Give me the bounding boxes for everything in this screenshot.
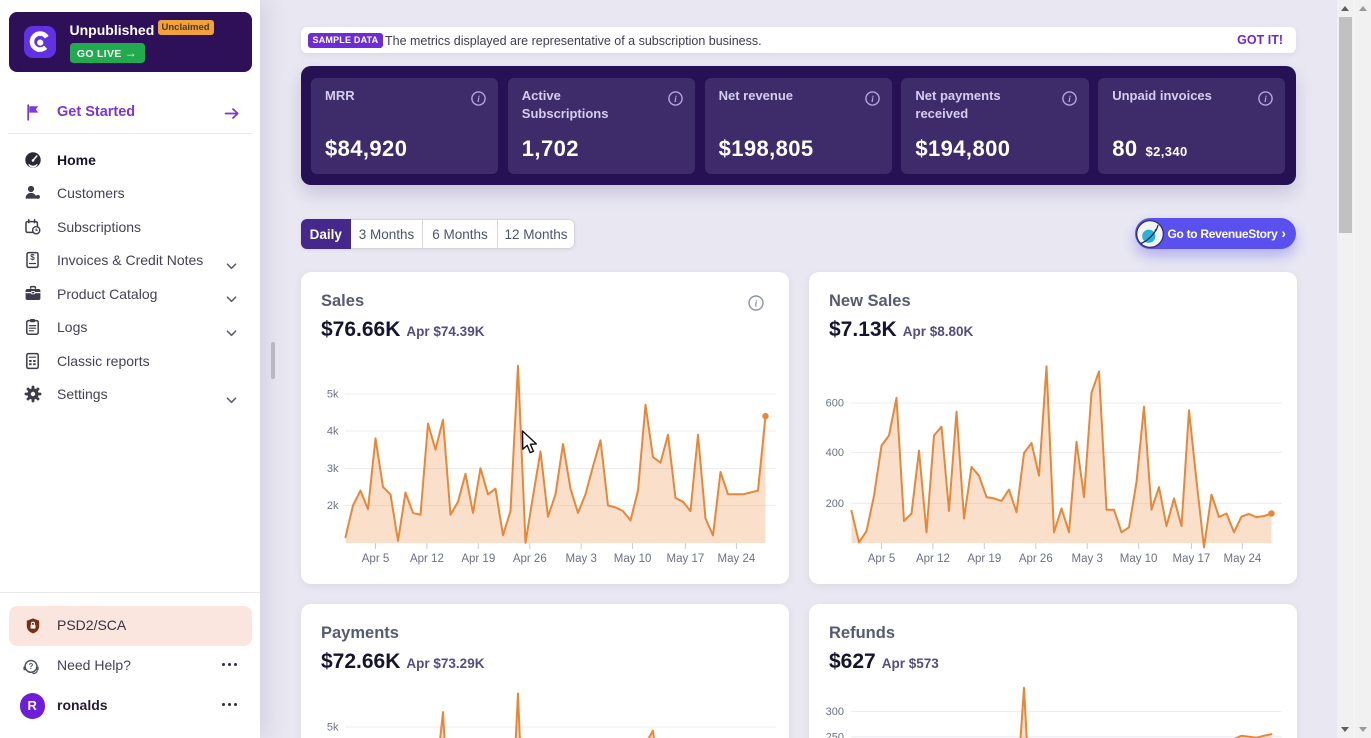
- svg-text:Apr 19: Apr 19: [461, 553, 495, 565]
- svg-text:May 24: May 24: [717, 553, 755, 565]
- svg-text:i: i: [754, 300, 757, 310]
- svg-text:Apr 12: Apr 12: [409, 553, 443, 565]
- svg-text:May 17: May 17: [666, 553, 704, 565]
- svg-text:4k: 4k: [326, 426, 338, 438]
- svg-text:400: 400: [825, 447, 843, 459]
- svg-text:May 10: May 10: [613, 553, 651, 565]
- svg-text:Apr 5: Apr 5: [361, 553, 389, 565]
- svg-text:May 17: May 17: [1172, 553, 1210, 565]
- svg-text:Apr 26: Apr 26: [1018, 553, 1052, 565]
- svg-text:300: 300: [825, 706, 843, 718]
- svg-text:Apr 5: Apr 5: [867, 553, 895, 565]
- svg-text:Apr 26: Apr 26: [512, 553, 546, 565]
- svg-text:Apr 12: Apr 12: [915, 553, 949, 565]
- svg-text:?: ?: [29, 662, 34, 671]
- svg-text:May 3: May 3: [565, 553, 596, 565]
- svg-text:600: 600: [825, 398, 843, 410]
- svg-text:2k: 2k: [326, 500, 338, 512]
- svg-text:May 10: May 10: [1119, 553, 1157, 565]
- svg-text:Apr 19: Apr 19: [967, 553, 1001, 565]
- svg-text:5k: 5k: [326, 389, 338, 401]
- svg-text:i: i: [1068, 94, 1071, 104]
- svg-text:i: i: [1265, 94, 1268, 104]
- svg-text:5k: 5k: [326, 722, 338, 734]
- svg-text:May 24: May 24: [1223, 553, 1261, 565]
- svg-text:i: i: [871, 94, 874, 104]
- svg-text:200: 200: [825, 498, 843, 510]
- svg-text:$: $: [30, 253, 35, 262]
- svg-text:May 3: May 3: [1071, 553, 1102, 565]
- svg-text:250: 250: [825, 731, 843, 738]
- svg-text:i: i: [477, 94, 480, 104]
- svg-text:i: i: [674, 94, 677, 104]
- svg-text:3k: 3k: [326, 463, 338, 475]
